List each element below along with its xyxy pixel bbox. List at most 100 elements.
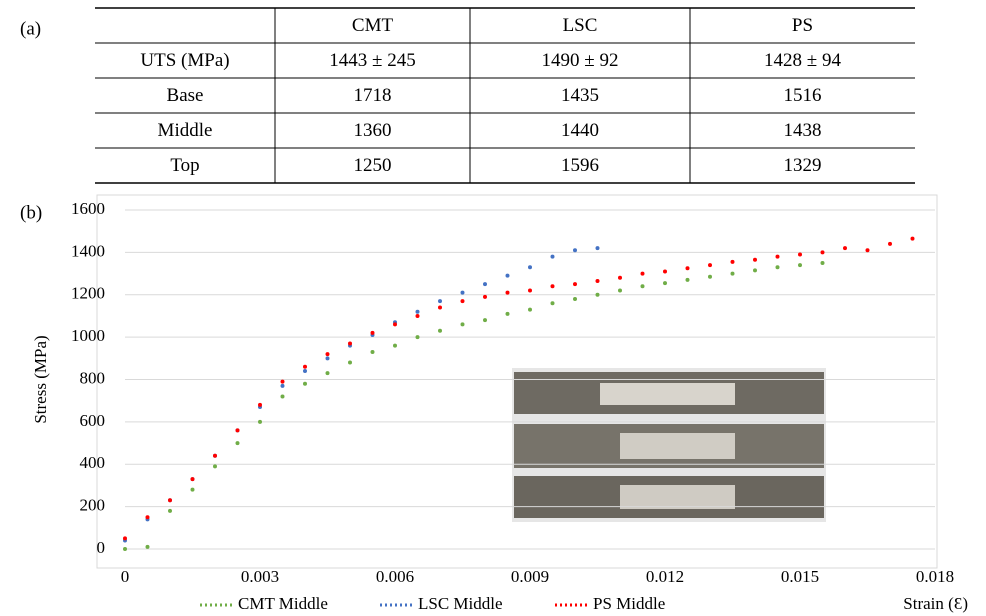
panel-label: (a) [20,18,41,39]
y-tick-label: 1200 [71,284,105,303]
data-point [168,508,172,513]
data-point [280,394,285,399]
table-cell: 1440 [561,120,599,141]
data-point [685,266,690,271]
data-point [393,343,397,348]
x-tick-label: 0.012 [646,567,684,586]
data-point [888,241,892,246]
data-point [640,284,645,289]
data-point [595,278,600,283]
data-point [438,328,442,333]
table-cell: 1490 ± 92 [542,50,619,71]
y-tick-label: 1400 [71,241,105,260]
data-point [415,313,420,318]
x-tick-label: 0.009 [511,567,549,586]
data-point [775,254,780,259]
data-point [460,290,465,295]
data-point [618,275,622,280]
data-point [438,299,442,304]
data-point [798,263,802,268]
x-tick-label: 0 [121,567,130,586]
data-point [325,356,330,361]
data-point [595,292,600,297]
data-point [438,305,442,310]
data-point [528,288,532,293]
column-header: CMT [352,15,394,36]
data-point [213,464,217,469]
data-point [775,265,780,270]
data-point [303,381,307,386]
data-point [708,263,712,268]
y-axis-label: Stress (MPa) [31,335,50,423]
data-point [753,268,757,273]
table-cell: 1443 ± 245 [329,50,415,71]
data-point [663,269,667,274]
data-point [325,352,330,357]
data-point [393,322,397,327]
y-tick-label: 1000 [71,326,105,345]
data-point [190,487,195,492]
data-point [235,441,240,446]
data-point [280,383,285,388]
data-point [460,322,465,327]
y-tick-label: 0 [97,538,106,557]
data-point [843,246,847,251]
series [123,260,825,551]
data-point [550,254,555,259]
data-point [370,349,375,354]
table-cell: 1329 [784,155,822,176]
y-tick-label: 1600 [71,199,105,218]
data-point [573,296,577,301]
panel-label: (b) [20,202,42,223]
data-point [303,369,307,374]
data-point [505,311,510,316]
data-point [235,428,240,433]
data-point [325,371,330,376]
data-point [348,341,352,346]
data-point [415,335,420,340]
data-point [865,248,870,253]
row-label: Base [167,85,204,106]
data-point [483,318,487,323]
data-point [528,265,532,270]
data-point [123,547,127,551]
data-point [280,379,285,384]
x-tick-label: 0.006 [376,567,414,586]
legend-label: CMT Middle [238,594,328,613]
y-tick-label: 600 [80,411,106,430]
row-label: Middle [158,120,213,141]
data-point [483,282,487,287]
data-point [640,271,645,276]
data-point [730,271,735,276]
data-point [258,402,262,407]
table-cell: 1428 ± 94 [764,50,841,71]
table-cell: 1438 [784,120,822,141]
data-point [370,330,375,335]
data-point [573,282,577,287]
data-point [550,284,555,289]
inset-photo [512,368,826,522]
row-label: UTS (MPa) [140,50,229,71]
y-tick-label: 800 [80,368,106,387]
data-point [708,274,712,279]
legend-label: LSC Middle [418,594,503,613]
x-tick-label: 0.003 [241,567,279,586]
table-cell: 1360 [354,120,392,141]
column-header: LSC [563,15,598,36]
data-point [415,309,420,314]
x-tick-label: 0.018 [916,567,954,586]
x-tick-label: 0.015 [781,567,819,586]
data-point [595,246,600,251]
data-point [505,273,510,278]
data-point [550,301,555,306]
data-point [730,259,735,264]
data-point [753,257,757,262]
data-point [618,288,622,293]
table-cell: 1596 [561,155,599,176]
table-cell: 1718 [354,85,392,106]
data-point [303,364,307,369]
data-point [820,250,825,255]
data-point [528,307,532,312]
column-header: PS [792,15,813,36]
